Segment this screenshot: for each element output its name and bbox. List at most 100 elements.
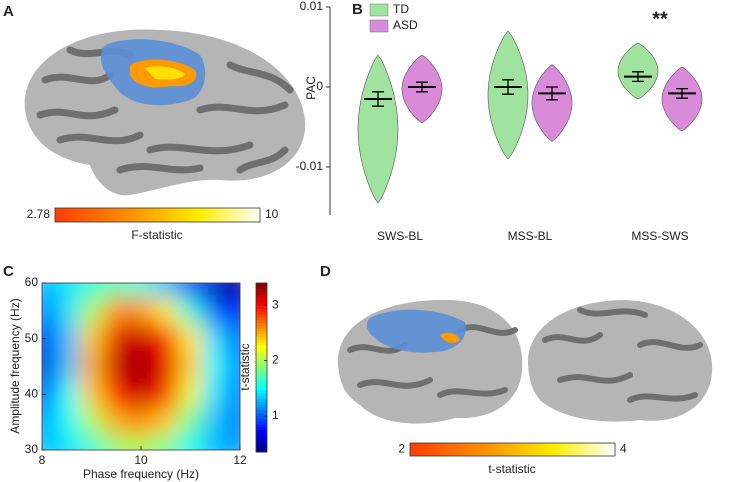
- colorbar-step: [256, 429, 267, 433]
- heatmap-cell: [42, 408, 55, 437]
- colorbar-label: t-statistic: [488, 462, 535, 476]
- y-tick-label: -0.01: [296, 159, 324, 173]
- colorbar-step: [256, 353, 267, 357]
- colorbar-step: [256, 328, 267, 332]
- colorbar-step: [256, 370, 267, 374]
- colorbar-tick-label: 1: [272, 408, 279, 422]
- heatmap-cell: [54, 283, 80, 298]
- heatmap-cell: [128, 352, 154, 381]
- colorbar-step: [256, 384, 267, 388]
- colorbar-tick-label: 3: [272, 297, 279, 311]
- violin: [617, 42, 659, 100]
- colorbar-tick-label: 10: [265, 207, 279, 221]
- heatmap-cell: [202, 380, 229, 409]
- colorbar-step: [256, 344, 267, 349]
- colorbar-step: [256, 302, 267, 307]
- colorbar-step: [256, 401, 267, 405]
- colorbar-step: [256, 297, 267, 301]
- colorbar-step: [256, 347, 267, 352]
- colorbar-step: [256, 336, 267, 340]
- heatmap-cell: [103, 408, 130, 437]
- panel-letter: A: [3, 3, 14, 20]
- heatmap-cell: [79, 408, 105, 437]
- heatmap-cell: [153, 324, 179, 354]
- heatmap-cell: [178, 296, 204, 326]
- colorbar-tick-label: 2: [398, 442, 405, 456]
- x-tick-label: MSS-SWS: [631, 229, 688, 243]
- heatmap-cell: [54, 380, 80, 409]
- colorbar-step: [256, 449, 267, 453]
- colorbar-step: [256, 375, 267, 380]
- colorbar-tick-label: 2: [272, 353, 279, 367]
- heatmap-cell: [178, 436, 204, 450]
- colorbar-step: [256, 294, 267, 298]
- colorbar-step: [256, 305, 267, 309]
- colorbar-step: [256, 426, 267, 430]
- heatmap: [42, 283, 240, 450]
- brain-d: [337, 299, 713, 424]
- colorbar-step: [256, 330, 267, 335]
- violin: [531, 64, 573, 142]
- heatmap-cell: [79, 380, 105, 409]
- heatmap-cell: [227, 352, 240, 381]
- legend-swatch: [369, 3, 389, 17]
- heatmap-cell: [178, 324, 204, 354]
- heatmap-cell: [103, 283, 130, 298]
- x-tick-label: 12: [233, 453, 247, 467]
- colorbar-step: [256, 378, 267, 383]
- panel-letter: D: [320, 263, 331, 280]
- heatmap-cell: [79, 352, 105, 381]
- heatmap-cell: [103, 324, 130, 354]
- heatmap-cell: [227, 436, 240, 450]
- heatmap-cell: [128, 324, 154, 354]
- heatmap-cell: [227, 408, 240, 437]
- colorbar-step: [256, 381, 267, 385]
- heatmap-cell: [153, 436, 179, 450]
- colorbar-frame: [255, 282, 268, 453]
- colorbar-step: [256, 322, 267, 326]
- heatmap-cell: [42, 380, 55, 409]
- colorbar-step: [256, 415, 267, 419]
- colorbar-label: t-statistic: [238, 343, 252, 390]
- heatmap-cell: [227, 380, 240, 409]
- heatmap-cell: [54, 436, 80, 450]
- heatmap-cell: [128, 283, 154, 298]
- heatmap-cell: [103, 436, 130, 450]
- y-tick-label: 0: [316, 79, 323, 93]
- colorbar-tick-label: 2.78: [27, 207, 51, 221]
- legend-label: TD: [393, 2, 409, 16]
- violin: [661, 66, 703, 132]
- colorbar-step: [256, 319, 267, 323]
- colorbar-step: [256, 367, 267, 371]
- heatmap-cell: [54, 296, 80, 326]
- colorbar-step: [256, 404, 267, 408]
- brain-a: [24, 29, 306, 196]
- y-tick-label: 40: [25, 387, 39, 401]
- heatmap-cell: [128, 296, 154, 326]
- legend-label: ASD: [393, 18, 418, 32]
- heatmap-cell: [42, 436, 55, 450]
- colorbar-step: [256, 421, 267, 425]
- colorbar-step: [256, 437, 267, 442]
- heatmap-cell: [128, 380, 154, 409]
- heatmap-cell: [202, 352, 229, 381]
- colorbar-step: [256, 395, 267, 399]
- colorbar-step: [256, 350, 267, 354]
- heatmap-cell: [153, 296, 179, 326]
- heatmap-cell: [178, 283, 204, 298]
- colorbar-step: [256, 418, 267, 422]
- heatmap-cell: [153, 380, 179, 409]
- heatmap-cell: [128, 408, 154, 437]
- heatmap-cell: [42, 296, 55, 326]
- colorbar-step: [256, 316, 267, 321]
- heatmap-cell: [202, 296, 229, 326]
- heatmap-cell: [42, 283, 55, 298]
- colorbar-step: [256, 361, 267, 366]
- heatmap-cell: [79, 324, 105, 354]
- heatmap-cell: [54, 408, 80, 437]
- colorbar-step: [256, 398, 267, 402]
- colorbar-step: [256, 412, 267, 416]
- colorbar-step: [256, 359, 267, 363]
- y-tick-label: 30: [25, 442, 39, 456]
